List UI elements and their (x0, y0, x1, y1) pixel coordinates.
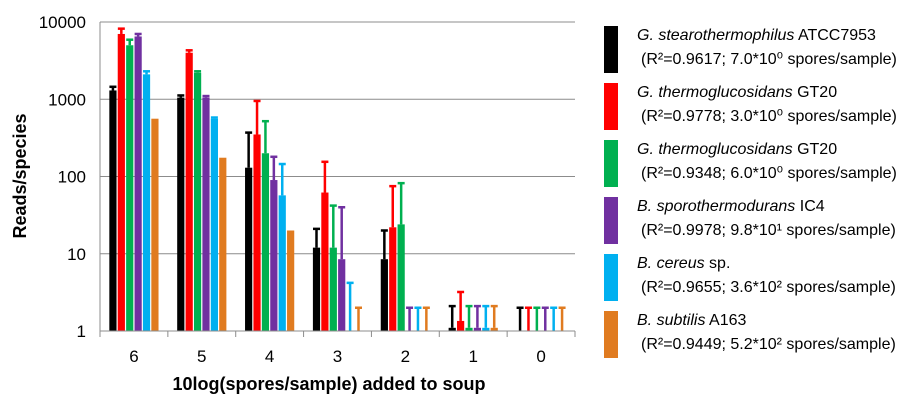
legend: G. stearothermophilus ATCC7953 (R²=0.9617… (597, 20, 919, 362)
y-tick-label: 10 (67, 245, 86, 264)
legend-stats: (R²=0.9617; 7.0*10⁰ spores/sample) (641, 51, 897, 68)
bar (245, 167, 253, 331)
legend-label: B. subtilis A163 (R²=0.9449; 5.2*10² spor… (637, 309, 896, 357)
bar (389, 227, 397, 331)
bar (210, 118, 218, 331)
x-tick-label: 3 (333, 347, 342, 366)
bars (109, 33, 498, 332)
legend-stats: (R²=0.9348; 6.0*10⁰ spores/sample) (641, 165, 897, 182)
bar (193, 72, 202, 331)
bar (142, 74, 151, 332)
legend-strain: ATCC7953 (794, 27, 876, 44)
legend-name: B. subtilis A163 (637, 309, 896, 333)
axes (99, 22, 576, 337)
legend-label: G. thermoglucosidans GT20 (R²=0.9778; 3.0… (637, 81, 897, 129)
bar (465, 327, 473, 331)
bar (278, 195, 286, 331)
legend-label: G. thermoglucosidans GT20 (R²=0.9348; 6.0… (637, 138, 897, 186)
gridlines (100, 21, 575, 255)
legend-species: B. subtilis (637, 312, 706, 329)
bar (338, 259, 346, 331)
legend-name: G. thermoglucosidans GT20 (637, 138, 897, 162)
y-tick-label: 1 (77, 322, 86, 341)
legend-species: G. thermoglucosidans (637, 84, 793, 101)
bar (185, 52, 193, 331)
legend-label: G. stearothermophilus ATCC7953 (R²=0.9617… (637, 24, 897, 72)
bar (270, 180, 278, 331)
bar (202, 97, 210, 331)
legend-item: G. thermoglucosidans GT20 (R²=0.9348; 6.0… (597, 134, 919, 191)
legend-item: B. cereus sp. (R²=0.9655; 3.6*10² spores/… (597, 248, 919, 305)
bar (126, 45, 134, 331)
legend-swatch (604, 140, 618, 187)
y-tick-label: 100 (58, 168, 86, 187)
bar (380, 259, 388, 331)
x-tick-label: 5 (197, 347, 206, 366)
x-tick-label: 4 (265, 347, 274, 366)
legend-species: G. thermoglucosidans (637, 141, 793, 158)
legend-species: B. sporothermodurans (637, 198, 796, 215)
bar (482, 327, 490, 331)
legend-label: B. cereus sp. (R²=0.9655; 3.6*10² spores/… (637, 252, 896, 300)
legend-swatch (604, 197, 618, 244)
legend-swatch (604, 83, 618, 130)
legend-strain: GT20 (792, 141, 838, 158)
legend-strain: sp. (704, 255, 731, 272)
x-tick-label: 1 (468, 347, 477, 366)
legend-name: B. cereus sp. (637, 252, 896, 276)
bar (253, 134, 261, 331)
x-tick-label: 2 (401, 347, 410, 366)
y-axis-label: Reads/species (10, 113, 30, 238)
bar (457, 320, 465, 331)
bar (312, 247, 321, 331)
x-tick-label: 0 (536, 347, 545, 366)
bar (117, 33, 125, 331)
legend-swatch (604, 254, 618, 301)
legend-stats: (R²=0.9978; 9.8*10¹ spores/sample) (641, 222, 896, 239)
bar (490, 327, 498, 331)
bar (134, 36, 142, 331)
legend-name: G. stearothermophilus ATCC7953 (637, 24, 897, 48)
error-bars (109, 27, 566, 331)
legend-stats: (R²=0.9655; 3.6*10² spores/sample) (641, 279, 896, 296)
legend-stats: (R²=0.9449; 5.2*10² spores/sample) (641, 336, 896, 353)
bar (473, 327, 482, 331)
legend-species: G. stearothermophilus (637, 27, 795, 44)
legend-item: B. subtilis A163 (R²=0.9449; 5.2*10² spor… (597, 305, 919, 362)
y-tick-label: 10000 (39, 13, 86, 32)
legend-item: G. thermoglucosidans GT20 (R²=0.9778; 3.0… (597, 77, 919, 134)
legend-swatch (604, 26, 618, 73)
bar (397, 224, 405, 331)
bar (287, 230, 295, 331)
legend-strain: A163 (705, 312, 747, 329)
legend-stats: (R²=0.9778; 3.0*10⁰ spores/sample) (641, 108, 897, 125)
legend-name: G. thermoglucosidans GT20 (637, 81, 897, 105)
legend-item: G. stearothermophilus ATCC7953 (R²=0.9617… (597, 20, 919, 77)
x-tick-labels: 6 5 4 3 2 1 0 (129, 347, 546, 366)
bar (261, 153, 270, 331)
x-tick-label: 6 (129, 347, 138, 366)
legend-strain: IC4 (795, 198, 825, 215)
bar (329, 247, 337, 331)
legend-strain: GT20 (792, 84, 838, 101)
y-tick-labels: 1 10 100 1000 10000 (39, 13, 86, 341)
bar (109, 90, 117, 331)
bar (219, 157, 227, 331)
legend-swatch (604, 311, 618, 358)
bar (448, 327, 456, 331)
x-axis-label: 10log(spores/sample) added to soup (172, 374, 485, 394)
bar (177, 97, 185, 331)
legend-name: B. sporothermodurans IC4 (637, 195, 896, 219)
legend-species: B. cereus (637, 255, 705, 272)
bar (321, 192, 329, 331)
bar (151, 118, 159, 331)
legend-label: B. sporothermodurans IC4 (R²=0.9978; 9.8*… (637, 195, 896, 243)
legend-item: B. sporothermodurans IC4 (R²=0.9978; 9.8*… (597, 191, 919, 248)
y-tick-label: 1000 (48, 90, 86, 109)
